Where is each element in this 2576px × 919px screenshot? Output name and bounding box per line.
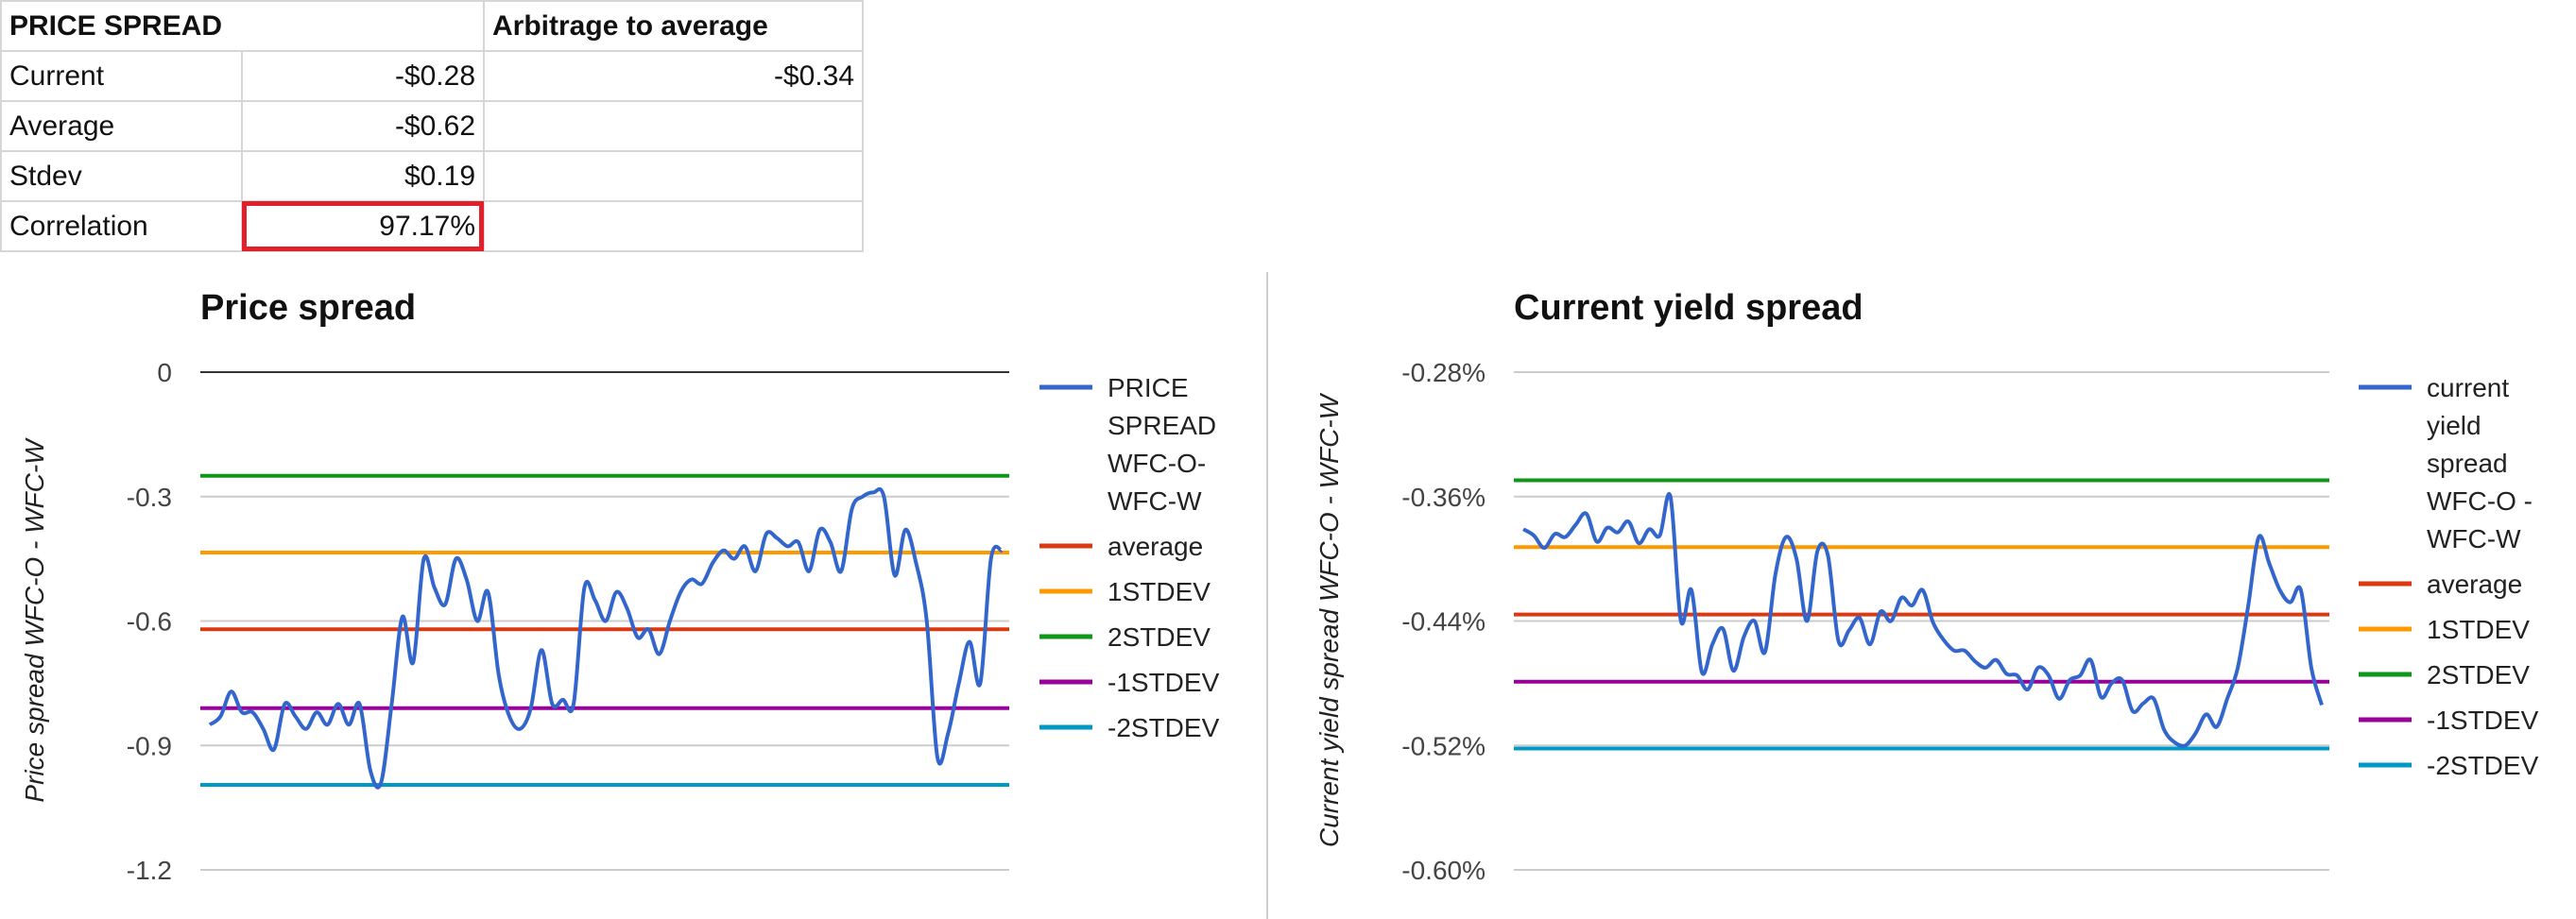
- table-row: Average -$0.62: [0, 100, 865, 152]
- legend-label: 1STDEV: [1108, 577, 1211, 606]
- legend-item[interactable]: 2STDEV: [2359, 660, 2530, 689]
- legend-item[interactable]: -2STDEV: [2359, 751, 2539, 780]
- y-tick-label: -0.44%: [1401, 607, 1485, 637]
- row-label-average[interactable]: Average: [0, 100, 243, 152]
- series-line-price-spread: [208, 486, 1004, 790]
- y-tick-label: -0.28%: [1401, 358, 1485, 387]
- table-header-arbitrage[interactable]: Arbitrage to average: [483, 0, 865, 52]
- cell-average-value[interactable]: -$0.62: [240, 100, 486, 152]
- series-line-current-yield-spread: [1521, 491, 2324, 748]
- cell-current-value[interactable]: -$0.28: [240, 50, 486, 102]
- table-row: Correlation 97.17%: [0, 200, 865, 252]
- legend-item[interactable]: average: [1039, 532, 1203, 561]
- price-spread-chart: Price spread 0 -0.3 -0.6 -0.9 -1.2 Price sprea…: [20, 288, 1220, 885]
- legend-item[interactable]: 2STDEV: [1039, 622, 1211, 652]
- legend-label: 2STDEV: [2427, 660, 2530, 689]
- chart-title: Price spread: [200, 288, 416, 328]
- cell-empty[interactable]: [483, 150, 865, 202]
- legend-item[interactable]: 1STDEV: [1039, 577, 1211, 606]
- table-title[interactable]: PRICE SPREAD: [0, 0, 486, 52]
- legend-item[interactable]: current yield spread WFC-O -WFC-W: [2359, 373, 2533, 553]
- legend-label: average: [1108, 532, 1203, 561]
- y-tick-label: -0.9: [127, 731, 172, 760]
- legend-item[interactable]: average: [2359, 570, 2522, 599]
- cell-empty[interactable]: [483, 200, 865, 252]
- row-label-current[interactable]: Current: [0, 50, 243, 102]
- legend-label: current yield spread WFC-O -WFC-W: [2427, 373, 2533, 553]
- legend-item[interactable]: -2STDEV: [1039, 713, 1220, 742]
- legend-item[interactable]: -1STDEV: [2359, 706, 2539, 735]
- y-tick-label: -0.3: [127, 483, 172, 512]
- y-tick-label: -1.2: [127, 856, 172, 885]
- legend-item[interactable]: -1STDEV: [1039, 668, 1220, 697]
- y-tick-label: 0: [157, 358, 172, 387]
- legend-label: -1STDEV: [2427, 706, 2539, 735]
- legend-label: average: [2427, 570, 2522, 599]
- legend-label: PRICE SPREAD WFC-O-WFC-W: [1108, 373, 1216, 516]
- y-tick-label: -0.60%: [1401, 856, 1485, 885]
- y-tick-label: -0.6: [127, 607, 172, 637]
- stats-table: PRICE SPREAD Arbitrage to average Curren…: [0, 0, 865, 252]
- legend-label: -1STDEV: [1108, 668, 1220, 697]
- table-header-row: PRICE SPREAD Arbitrage to average: [0, 0, 865, 52]
- cell-stdev-value[interactable]: $0.19: [240, 150, 486, 202]
- y-axis-label: Price spread WFC-O - WFC-W: [20, 437, 49, 803]
- legend-item[interactable]: 1STDEV: [2359, 615, 2530, 644]
- current-yield-spread-chart: Current yield spread -0.28% -0.36% -0.44% -0…: [1314, 288, 2539, 885]
- legend-label: -2STDEV: [2427, 751, 2539, 780]
- legend-item[interactable]: PRICE SPREAD WFC-O-WFC-W: [1039, 373, 1216, 516]
- chart-divider: [1266, 272, 1268, 919]
- legend-label: -2STDEV: [1108, 713, 1220, 742]
- legend-label: 1STDEV: [2427, 615, 2530, 644]
- y-tick-label: -0.36%: [1401, 483, 1485, 512]
- row-label-stdev[interactable]: Stdev: [0, 150, 243, 202]
- cell-correlation-value[interactable]: 97.17%: [240, 200, 486, 252]
- table-row: Stdev $0.19: [0, 150, 865, 202]
- cell-arbitrage-value[interactable]: -$0.34: [483, 50, 865, 102]
- y-tick-label: -0.52%: [1401, 731, 1485, 760]
- y-axis-label: Current yield spread WFC-O - WFC-W: [1314, 392, 1344, 847]
- cell-empty[interactable]: [483, 100, 865, 152]
- chart-title: Current yield spread: [1514, 288, 1863, 328]
- legend-label: 2STDEV: [1108, 622, 1211, 652]
- row-label-correlation[interactable]: Correlation: [0, 200, 243, 252]
- table-row: Current -$0.28 -$0.34: [0, 50, 865, 102]
